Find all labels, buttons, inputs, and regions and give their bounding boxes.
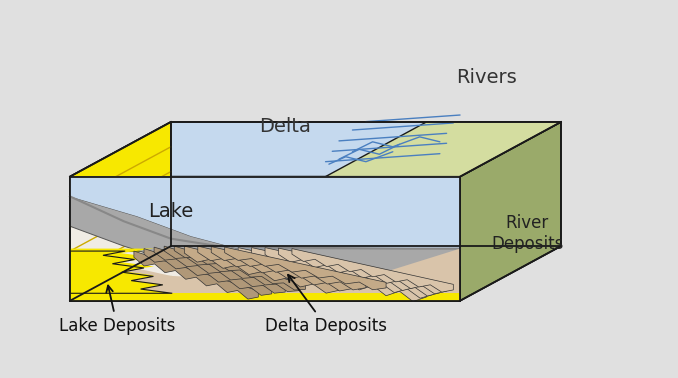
Polygon shape (325, 122, 561, 177)
Polygon shape (212, 246, 366, 290)
Polygon shape (70, 177, 460, 301)
Polygon shape (70, 197, 460, 281)
Polygon shape (70, 122, 561, 177)
Polygon shape (70, 246, 561, 301)
Polygon shape (252, 248, 433, 298)
Polygon shape (292, 249, 454, 292)
Polygon shape (224, 247, 386, 290)
Polygon shape (70, 251, 172, 293)
Text: Lake: Lake (148, 202, 193, 221)
Text: Delta Deposits: Delta Deposits (264, 275, 386, 335)
Text: Rivers: Rivers (456, 68, 517, 87)
Polygon shape (134, 251, 258, 299)
Polygon shape (279, 248, 447, 294)
Text: Lake Deposits: Lake Deposits (59, 285, 176, 335)
Polygon shape (174, 246, 305, 290)
Polygon shape (70, 293, 460, 301)
Polygon shape (265, 248, 440, 296)
Polygon shape (164, 246, 298, 291)
Polygon shape (184, 246, 339, 293)
Polygon shape (238, 248, 426, 302)
Polygon shape (198, 246, 353, 291)
Polygon shape (70, 249, 460, 293)
Polygon shape (154, 247, 285, 293)
Polygon shape (70, 249, 154, 293)
Text: Delta: Delta (259, 118, 311, 136)
Polygon shape (70, 177, 460, 249)
Polygon shape (460, 122, 561, 301)
Polygon shape (70, 122, 171, 301)
Polygon shape (144, 249, 272, 295)
Polygon shape (70, 177, 460, 249)
Text: River
Deposits: River Deposits (491, 214, 563, 253)
